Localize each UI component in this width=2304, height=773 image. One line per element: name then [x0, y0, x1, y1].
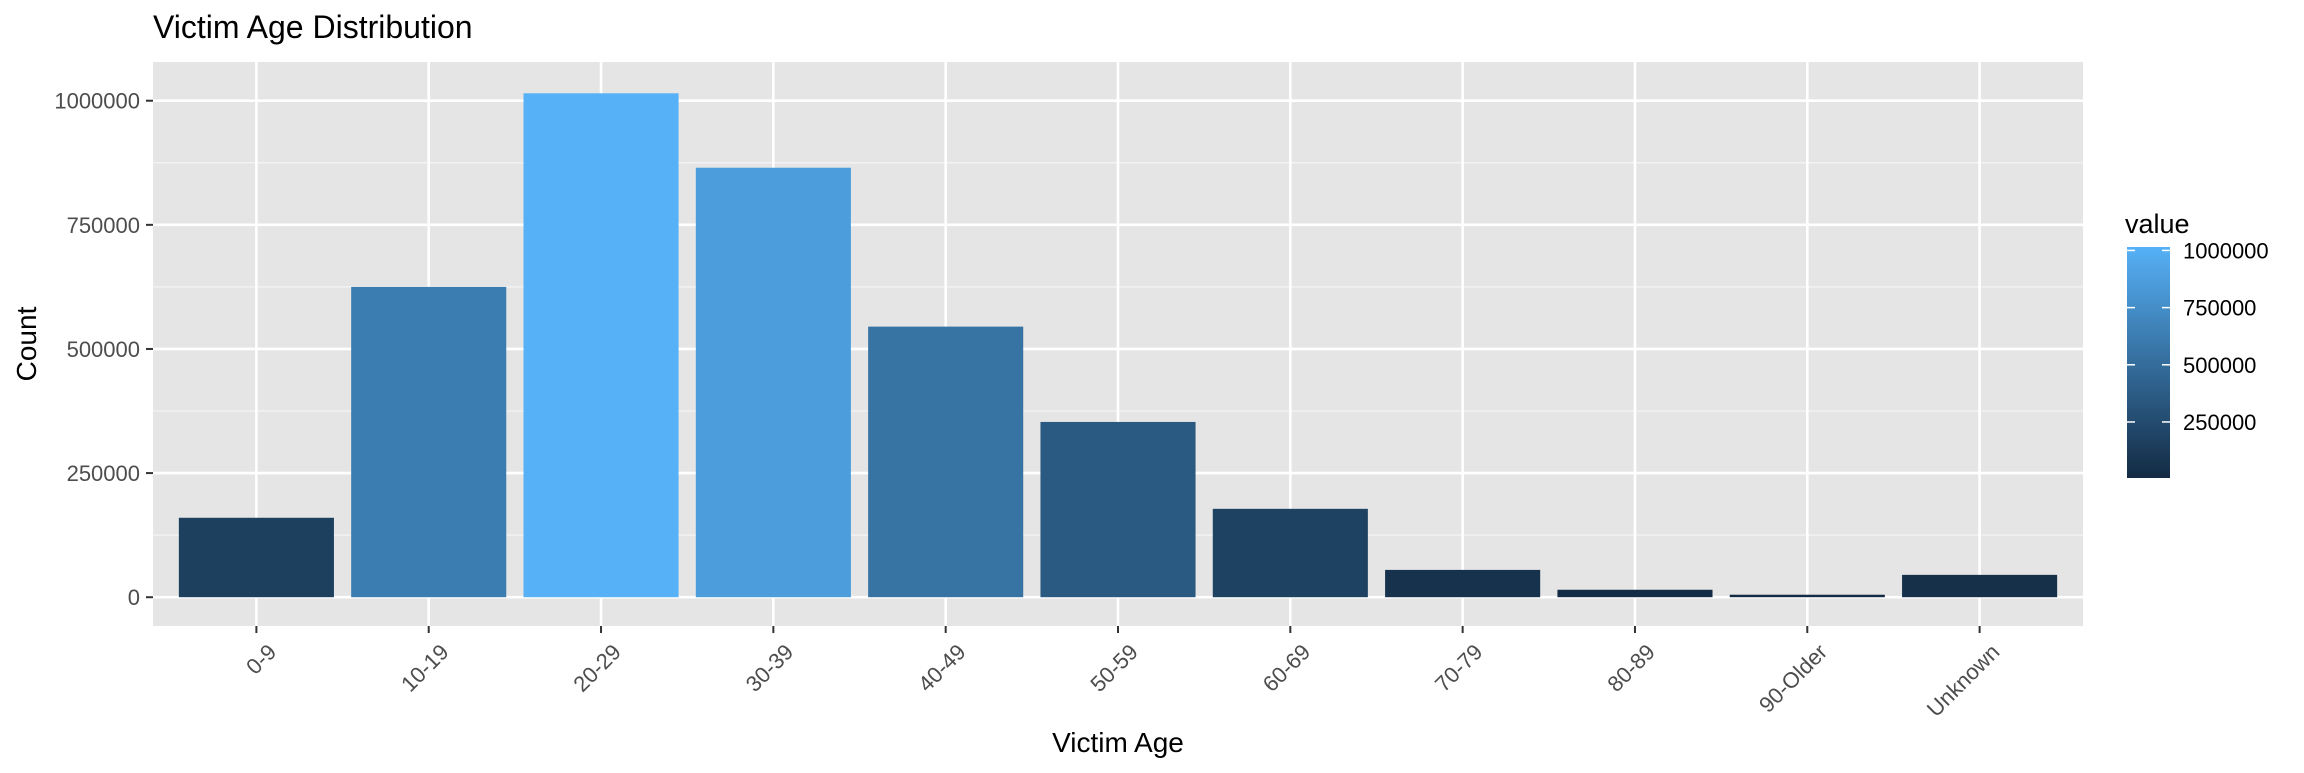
bars: [178, 93, 2058, 598]
x-tick-label: Unknown: [1922, 639, 2005, 722]
x-tick-label: 80-89: [1602, 639, 1659, 696]
bar-50-59: [1040, 421, 1196, 598]
legend-tick-label: 1000000: [2183, 238, 2269, 263]
x-tick-label: 70-79: [1430, 639, 1487, 696]
x-tick-label: 0-9: [241, 639, 281, 679]
y-tick-label: 500000: [67, 337, 140, 362]
y-tick-label: 250000: [67, 461, 140, 486]
x-tick-label: 40-49: [913, 639, 970, 696]
chart-title: Victim Age Distribution: [153, 9, 473, 45]
legend-tick-label: 250000: [2183, 410, 2256, 435]
bar-70-79: [1385, 569, 1541, 598]
x-tick-label: 10-19: [396, 639, 453, 696]
legend-ticks: 250000 500000 750000 1000000: [2127, 238, 2269, 435]
bar-90-Older: [1729, 594, 1885, 598]
x-tick-label: 90-Older: [1754, 639, 1832, 717]
bar-30-39: [695, 167, 851, 598]
x-tick-label: 60-69: [1258, 639, 1315, 696]
bar-80-89: [1557, 589, 1713, 598]
legend-tick-label: 500000: [2183, 353, 2256, 378]
x-tick-label: 20-29: [568, 639, 625, 696]
x-axis-title: Victim Age: [1052, 727, 1184, 758]
bar-60-69: [1212, 508, 1368, 598]
bar-10-19: [351, 286, 507, 598]
color-legend: value 250000 500000 750000 1000000: [2125, 209, 2269, 478]
bar-40-49: [868, 326, 1024, 598]
x-tick-label: 50-59: [1085, 639, 1142, 696]
bar-0-9: [178, 517, 334, 598]
x-tick-label: 30-39: [741, 639, 798, 696]
y-tick-label: 1000000: [54, 89, 140, 114]
y-axis-title: Count: [11, 306, 42, 381]
legend-colorbar: [2127, 247, 2170, 478]
y-tick-label: 750000: [67, 213, 140, 238]
y-axis: 0 250000 500000 750000 1000000: [54, 89, 153, 610]
y-tick-label: 0: [128, 585, 140, 610]
legend-title: value: [2125, 209, 2190, 239]
bar-Unknown: [1902, 574, 2058, 598]
legend-tick-label: 750000: [2183, 296, 2256, 321]
bar-20-29: [523, 93, 679, 598]
x-axis: 0-9 10-19 20-29 30-39 40-49 50-59 60-69 70-79 80…: [241, 626, 2004, 722]
